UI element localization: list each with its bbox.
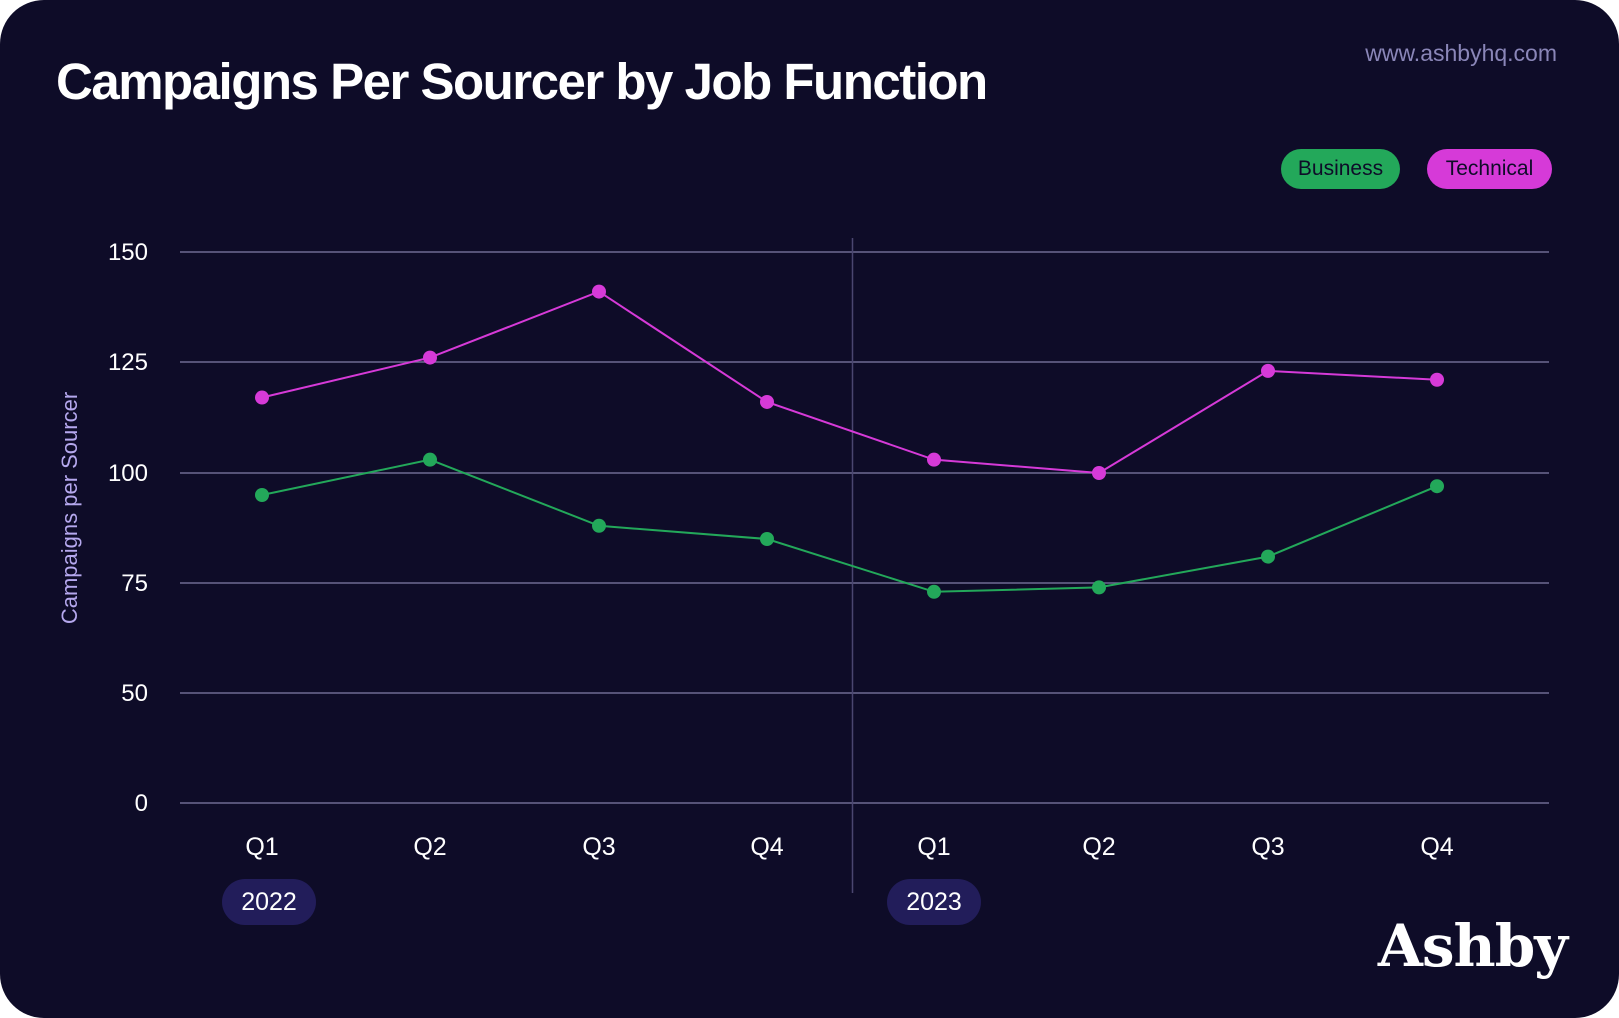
y-tick-label: 100 bbox=[108, 460, 148, 487]
y-tick-label: 0 bbox=[135, 790, 148, 817]
data-point-business bbox=[423, 452, 437, 467]
y-tick-label: 75 bbox=[121, 570, 148, 597]
ashby-logo: Ashby bbox=[1377, 912, 1568, 980]
year-label-2022: 2022 bbox=[222, 879, 316, 925]
x-tick-label: Q3 bbox=[582, 833, 615, 861]
x-tick-label: Q3 bbox=[1251, 833, 1284, 861]
y-tick-label: 150 bbox=[108, 239, 148, 266]
data-point-business bbox=[592, 518, 606, 533]
series-line-business bbox=[261, 458, 1438, 593]
x-tick-label: Q2 bbox=[413, 833, 446, 861]
x-tick-label: Q4 bbox=[750, 833, 783, 861]
series-line-technical bbox=[261, 290, 1438, 475]
data-point-technical bbox=[927, 452, 941, 467]
data-point-technical bbox=[423, 350, 437, 365]
x-tick-label: Q1 bbox=[245, 833, 278, 861]
data-point-technical bbox=[760, 394, 774, 409]
data-point-business bbox=[1261, 549, 1275, 564]
data-point-technical bbox=[255, 390, 269, 405]
x-tick-label: Q4 bbox=[1420, 833, 1453, 861]
data-point-business bbox=[1430, 479, 1444, 494]
data-point-technical bbox=[592, 284, 606, 299]
data-point-business bbox=[255, 488, 269, 502]
data-point-technical bbox=[1092, 466, 1106, 480]
data-point-technical bbox=[1430, 372, 1444, 387]
y-tick-label: 125 bbox=[108, 349, 148, 376]
data-point-business bbox=[760, 532, 774, 546]
x-tick-label: Q2 bbox=[1082, 833, 1115, 861]
chart-title: Campaigns Per Sourcer by Job Function bbox=[56, 53, 988, 110]
data-point-business bbox=[927, 584, 941, 599]
website-url: www.ashbyhq.com bbox=[1365, 40, 1557, 66]
legend-business: Business bbox=[1281, 149, 1400, 189]
y-tick-label: 50 bbox=[121, 680, 148, 707]
x-tick-label: Q1 bbox=[917, 833, 950, 861]
year-label-2023: 2023 bbox=[887, 879, 981, 925]
data-point-technical bbox=[1261, 363, 1275, 378]
legend-technical: Technical bbox=[1427, 149, 1552, 189]
data-point-business bbox=[1092, 580, 1106, 595]
